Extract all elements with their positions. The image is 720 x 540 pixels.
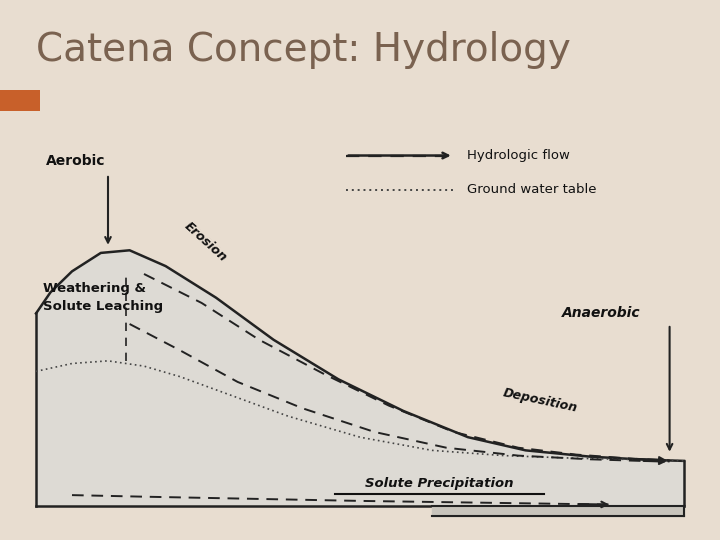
Text: Anaerobic: Anaerobic bbox=[562, 307, 641, 320]
Polygon shape bbox=[36, 250, 684, 505]
Polygon shape bbox=[432, 505, 684, 516]
Text: Hydrologic flow: Hydrologic flow bbox=[467, 149, 570, 162]
Text: Deposition: Deposition bbox=[501, 386, 579, 415]
Text: Weathering &
Solute Leaching: Weathering & Solute Leaching bbox=[43, 282, 163, 313]
Text: Solute Precipitation: Solute Precipitation bbox=[365, 477, 513, 490]
Bar bbox=[0, 90, 40, 111]
Text: Erosion: Erosion bbox=[181, 220, 229, 265]
Text: Catena Concept: Hydrology: Catena Concept: Hydrology bbox=[36, 31, 571, 70]
Text: Ground water table: Ground water table bbox=[467, 183, 596, 196]
Text: Aerobic: Aerobic bbox=[46, 154, 105, 168]
